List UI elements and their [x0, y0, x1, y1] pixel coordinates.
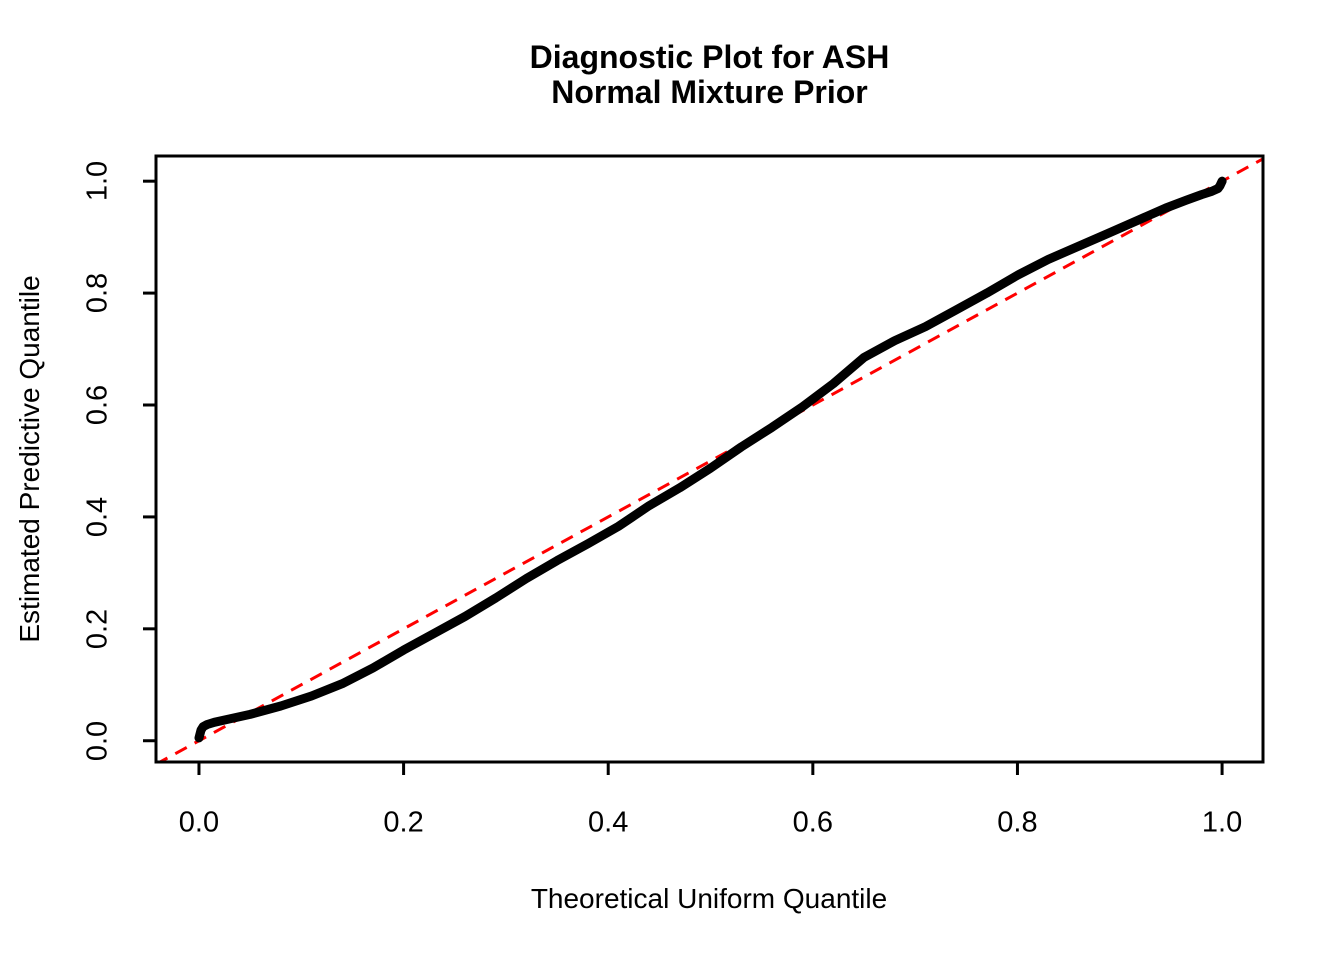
quantile-curve — [194, 176, 1227, 743]
axis-ticks — [143, 179, 1224, 775]
y-tick-label: 0.0 — [81, 720, 114, 761]
y-axis-label: Estimated Predictive Quantile — [14, 275, 45, 643]
chart-title-line-2: Normal Mixture Prior — [551, 74, 868, 110]
chart-title: Diagnostic Plot for ASH Normal Mixture P… — [156, 40, 1263, 110]
x-tick-label: 1.0 — [1201, 806, 1243, 839]
y-tick-label: 0.4 — [81, 496, 114, 538]
y-tick-label: 0.8 — [81, 272, 114, 314]
plot-border-box — [154, 154, 1265, 764]
x-tick-label: 0.4 — [588, 806, 629, 839]
y-tick-label: 0.2 — [81, 608, 114, 649]
x-axis-label: Theoretical Uniform Quantile — [530, 883, 888, 914]
x-tick-label: 0.0 — [178, 806, 220, 839]
chart-title-line-1: Diagnostic Plot for ASH — [529, 39, 890, 75]
x-tick-label: 0.6 — [792, 806, 833, 839]
x-tick-label: 0.8 — [997, 806, 1038, 839]
x-tick-label: 0.2 — [383, 806, 424, 839]
reference-diagonal-line — [156, 157, 1263, 762]
y-tick-label: 0.6 — [81, 384, 114, 426]
y-tick-label: 1.0 — [81, 161, 114, 202]
